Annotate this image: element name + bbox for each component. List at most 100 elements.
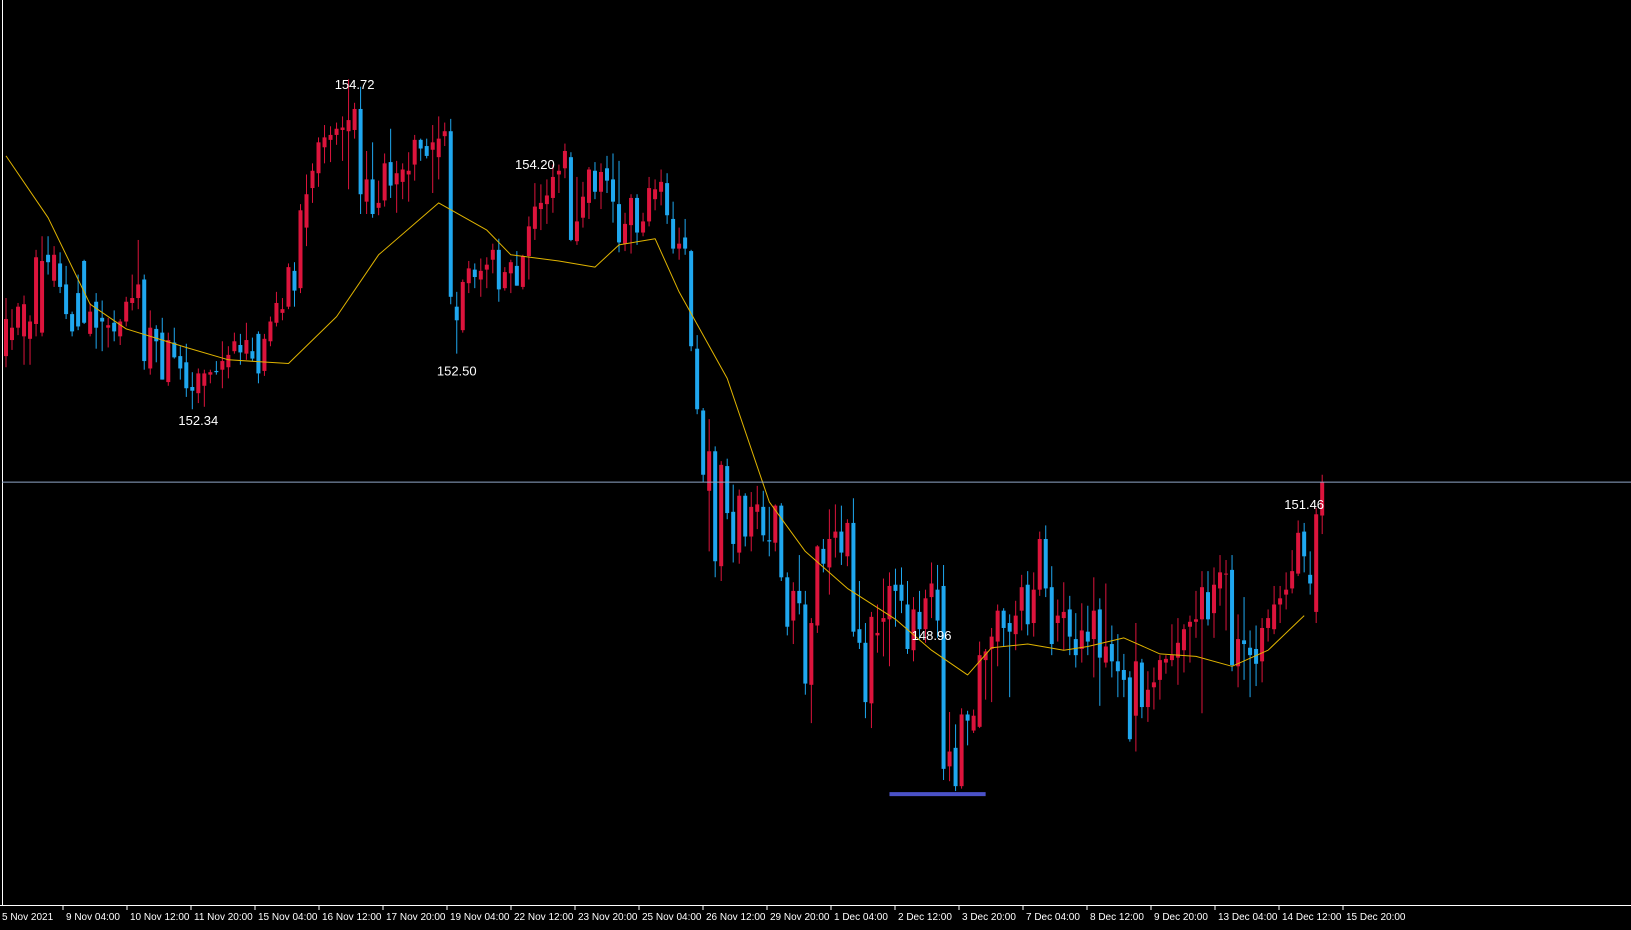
candle <box>40 236 45 337</box>
candle <box>280 298 285 321</box>
candle <box>629 194 634 254</box>
candle <box>809 618 814 724</box>
candle <box>971 709 976 734</box>
candle <box>1127 671 1132 742</box>
candle <box>1073 613 1078 668</box>
candle-body <box>166 340 171 383</box>
candle <box>502 267 507 291</box>
x-axis-tick-label: 15 Nov 04:00 <box>258 912 318 923</box>
candle <box>340 116 345 161</box>
candle <box>1037 531 1042 596</box>
candle <box>935 564 940 638</box>
candle <box>761 490 766 542</box>
candle <box>941 564 946 780</box>
candle <box>725 458 730 520</box>
candle-body <box>598 171 603 192</box>
candle <box>292 262 297 307</box>
candle-body <box>502 272 507 289</box>
candle <box>268 316 273 347</box>
candle-body <box>244 340 249 354</box>
candle <box>448 118 453 305</box>
candle <box>34 249 39 337</box>
candle <box>442 122 447 147</box>
candle <box>1236 614 1241 688</box>
candle <box>202 369 207 407</box>
candle-body <box>821 548 826 564</box>
candle <box>1085 605 1090 656</box>
candle-body <box>989 636 994 649</box>
candle <box>172 327 177 359</box>
price-annotation: 154.72 <box>335 77 375 92</box>
candle <box>532 183 537 240</box>
candle-body <box>106 325 111 328</box>
candle <box>460 279 465 333</box>
candle <box>514 251 519 286</box>
candle-body <box>514 265 519 286</box>
candle-body <box>76 293 81 327</box>
candle-body <box>88 311 93 334</box>
candle-body <box>142 279 147 362</box>
candle-body <box>298 210 303 289</box>
candle <box>1151 667 1156 710</box>
candle <box>148 310 153 375</box>
candle-body <box>779 505 784 578</box>
x-axis-tick-label: 15 Dec 20:00 <box>1346 912 1406 923</box>
candle <box>370 142 375 218</box>
candle <box>196 368 201 404</box>
candle-body <box>833 531 838 538</box>
x-axis-tick-label: 17 Nov 20:00 <box>386 912 446 923</box>
candle <box>136 239 141 310</box>
candle-body <box>689 251 694 347</box>
candle <box>617 160 622 253</box>
candle <box>388 128 393 198</box>
candle <box>28 315 33 365</box>
candle-body <box>202 373 207 386</box>
candle <box>779 503 784 582</box>
candle <box>1013 600 1018 651</box>
candle <box>118 319 123 345</box>
candle <box>124 296 129 327</box>
candle-body <box>100 317 105 322</box>
candle-body <box>16 306 21 328</box>
candle-body <box>857 629 862 643</box>
candle-body <box>220 361 225 370</box>
candle <box>88 302 93 337</box>
candle-body <box>412 139 417 165</box>
candle <box>677 227 682 260</box>
candle <box>1242 597 1247 680</box>
candle <box>76 274 81 331</box>
candle-body <box>124 301 129 322</box>
candle <box>647 176 652 227</box>
price-annotation: 148.96 <box>912 628 952 643</box>
candle <box>815 545 820 633</box>
candle <box>1163 655 1168 674</box>
candle-body <box>1031 589 1036 624</box>
candle-body <box>737 495 742 553</box>
candle-body <box>196 373 201 394</box>
candle-body <box>1175 642 1180 658</box>
candle-body <box>971 715 976 731</box>
candle-body <box>520 256 525 287</box>
candle-body <box>749 506 754 537</box>
candle <box>478 258 483 297</box>
candle <box>232 332 237 354</box>
candle <box>556 164 561 193</box>
candle <box>94 293 99 349</box>
candle <box>250 337 255 362</box>
candle <box>382 153 387 207</box>
x-axis-tick-label: 23 Nov 20:00 <box>578 912 638 923</box>
candle <box>893 568 898 627</box>
candle-body <box>310 170 315 189</box>
moving-average-layer <box>5 155 1305 676</box>
candle-body <box>1218 572 1223 589</box>
candle-body <box>1085 631 1090 642</box>
candle-body <box>1266 618 1271 628</box>
candle-body <box>436 138 441 158</box>
candle-body <box>256 333 261 374</box>
x-axis-tick-label: 13 Dec 04:00 <box>1218 912 1278 923</box>
candle <box>1007 614 1012 698</box>
candle <box>1290 550 1295 594</box>
candle <box>244 322 249 360</box>
candle-body <box>1260 627 1265 662</box>
